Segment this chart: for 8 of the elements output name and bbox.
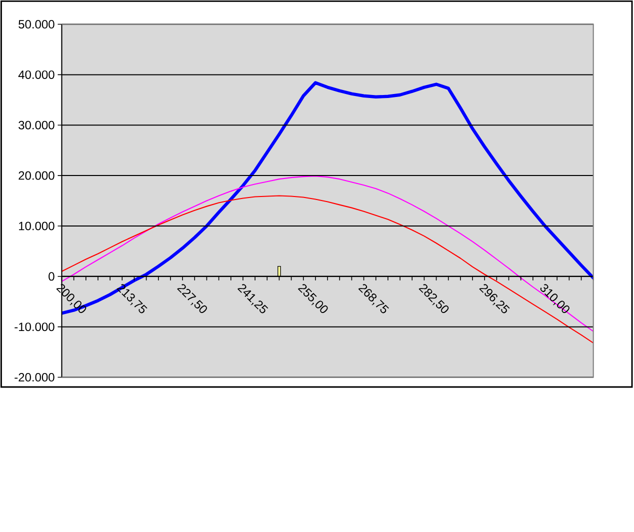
y-tick-label: 30.000 bbox=[18, 120, 54, 130]
y-tick-label: 10.000 bbox=[19, 222, 54, 230]
y-tick-label: 40.000 bbox=[18, 70, 54, 79]
y-tick-label: 50.000 bbox=[18, 20, 54, 29]
y-tick-label: 20.000 bbox=[18, 171, 54, 180]
y-tick-label: -10.000 bbox=[14, 322, 54, 332]
y-tick-label: -20.000 bbox=[14, 373, 54, 382]
y-tick-label: 0 bbox=[48, 272, 54, 281]
